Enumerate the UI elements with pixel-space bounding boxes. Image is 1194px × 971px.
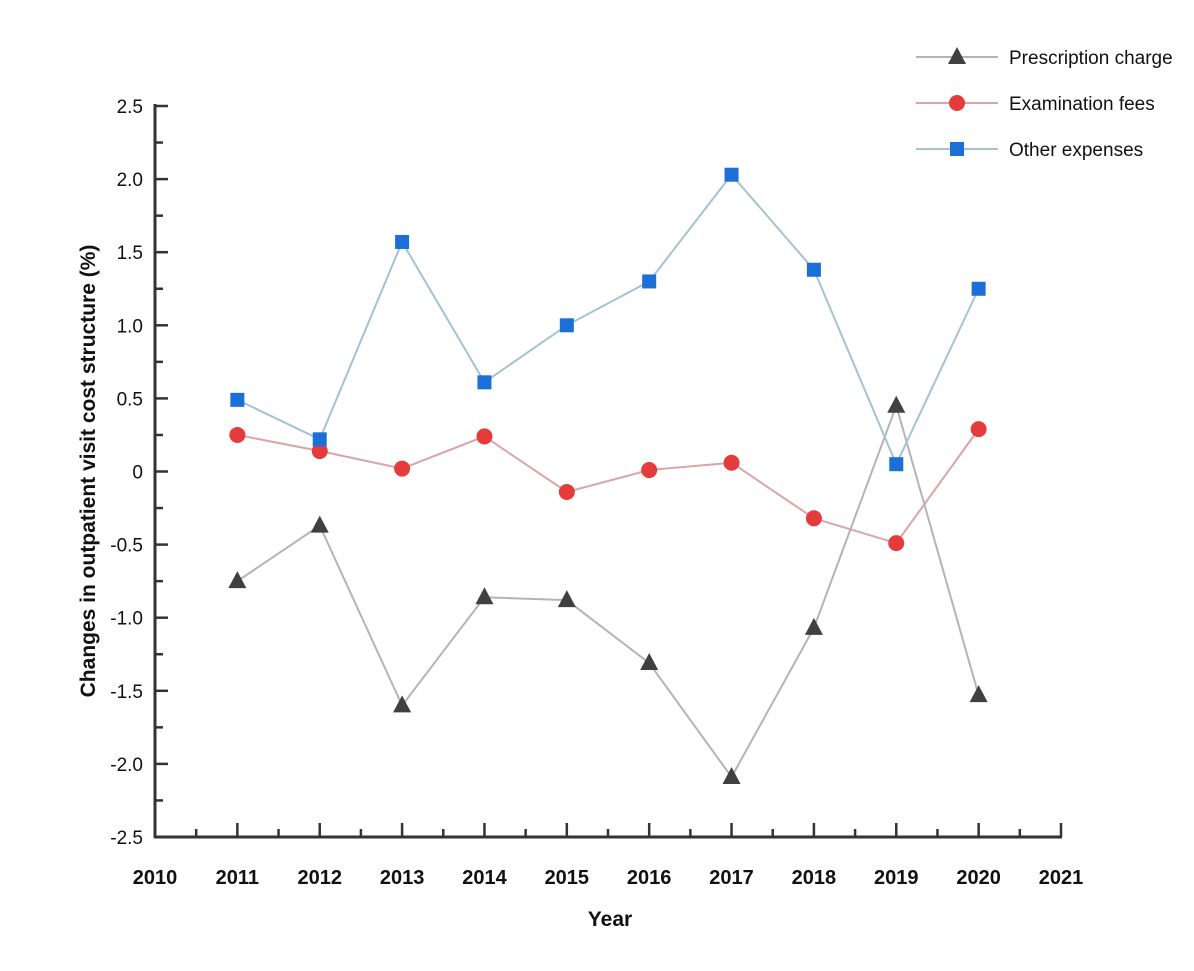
data-point xyxy=(394,460,411,477)
x-tick-label: 2018 xyxy=(792,867,837,889)
data-point xyxy=(723,454,740,471)
legend-label: Other expenses xyxy=(1009,140,1143,161)
data-point xyxy=(559,318,574,333)
series-triangle xyxy=(228,395,988,785)
x-axis-label: Year xyxy=(588,908,632,931)
y-axis-label: Changes in outpatient visit cost structu… xyxy=(77,245,100,698)
data-point xyxy=(724,167,739,182)
y-tick-label: -2.0 xyxy=(110,755,143,776)
data-point xyxy=(558,483,575,500)
data-point xyxy=(477,375,492,390)
legend-label: Examination fees xyxy=(1009,94,1155,115)
x-tick-label: 2016 xyxy=(627,867,672,889)
x-tick-label: 2017 xyxy=(709,867,754,889)
y-tick-label: 0.5 xyxy=(117,389,143,410)
y-tick-label: -0.5 xyxy=(110,536,143,557)
data-point xyxy=(557,590,576,608)
y-tick-label: 0 xyxy=(132,463,143,484)
data-point xyxy=(641,462,658,479)
x-tick-label: 2019 xyxy=(874,867,919,889)
data-point xyxy=(310,515,329,533)
x-tick-label: 2021 xyxy=(1039,867,1084,889)
data-point xyxy=(312,432,327,447)
series-line xyxy=(237,428,980,545)
data-point xyxy=(722,767,741,785)
data-point xyxy=(393,695,412,713)
y-tick-label: 1.0 xyxy=(117,316,143,337)
data-point xyxy=(804,617,823,635)
series-line xyxy=(236,173,980,467)
data-point xyxy=(971,281,986,296)
x-tick-label: 2013 xyxy=(380,867,425,889)
data-point xyxy=(229,426,246,443)
y-tick-label: 2.5 xyxy=(117,97,143,118)
series-group xyxy=(228,167,988,785)
legend: Prescription charge Examination fees Other… xyxy=(916,47,1173,161)
series-circle xyxy=(229,421,987,552)
data-point xyxy=(969,685,988,703)
x-tick-label: 2012 xyxy=(297,867,342,889)
x-tick-label: 2010 xyxy=(133,867,178,889)
y-tick-label: -1.0 xyxy=(110,609,143,630)
data-point xyxy=(805,510,822,527)
data-point xyxy=(806,262,821,277)
data-point xyxy=(311,443,328,460)
legend-item: Examination fees xyxy=(916,94,1155,115)
axes: 2.5 2.0 1.5 1.0 0.5 0 -0.5 -1.0 -1.5 -2.0 -2.5 2010… xyxy=(110,97,1083,889)
series-square xyxy=(230,167,986,472)
x-tick-label: 2014 xyxy=(462,867,507,889)
x-tick-label: 2020 xyxy=(956,867,1001,889)
data-point xyxy=(970,421,987,438)
x-tick-label: 2011 xyxy=(216,867,259,889)
legend-marker xyxy=(950,142,964,156)
y-tick-label: 1.5 xyxy=(117,243,143,264)
data-point xyxy=(228,571,247,589)
data-point xyxy=(475,587,494,605)
data-point xyxy=(889,457,904,472)
legend-marker xyxy=(948,47,966,64)
y-tick-label: -2.5 xyxy=(110,828,143,849)
series-line xyxy=(236,402,980,779)
legend-marker xyxy=(949,95,965,111)
data-point xyxy=(395,234,410,249)
legend-item: Prescription charge xyxy=(916,47,1173,69)
y-tick-label: 2.0 xyxy=(117,170,143,191)
data-point xyxy=(230,392,245,407)
data-point xyxy=(888,535,905,552)
y-tick-label: -1.5 xyxy=(110,682,143,703)
data-point xyxy=(642,274,657,289)
data-point xyxy=(640,653,659,671)
x-tick-label: 2015 xyxy=(545,867,590,889)
data-point xyxy=(476,428,493,445)
legend-label: Prescription charge xyxy=(1009,48,1173,69)
legend-item: Other expenses xyxy=(916,140,1143,161)
data-point xyxy=(887,395,906,413)
